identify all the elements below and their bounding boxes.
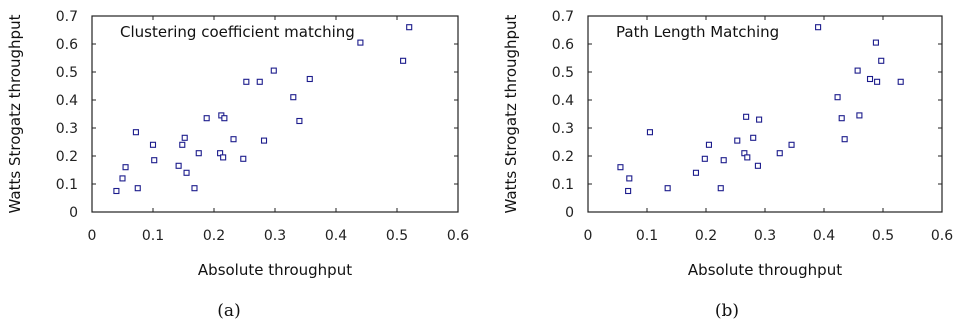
panel-b-y-axis-label: Watts Strogatz throughput: [502, 14, 520, 213]
panel-b-data-point: [692, 169, 700, 176]
panel-b-data-point: [646, 129, 654, 136]
panel-b-data-point: [626, 175, 633, 182]
panel-a-data-point: [132, 129, 139, 136]
panel-b-data-point: [866, 75, 874, 83]
panel-b-x-tick-label: 0.6: [931, 228, 953, 244]
panel-a-y-tick-label: 0.3: [56, 121, 78, 137]
panel-a-x-tick-label: 0.6: [447, 228, 469, 244]
panel-a-data-point: [260, 137, 268, 144]
panel-b-x-tick-label: 0.4: [813, 228, 835, 244]
panel-a-data-point: [179, 141, 186, 148]
panel-b-y-tick-label: 0.3: [552, 121, 574, 137]
panel-b-data-point: [788, 141, 795, 148]
panel-a-plot-frame: [91, 15, 459, 213]
panel-b-data-point: [734, 137, 741, 144]
panel-a-data-point: [290, 94, 297, 101]
panel-b-data-point: [744, 154, 751, 161]
panel-b-data-point: [897, 78, 904, 85]
panel-a-data-point: [122, 164, 129, 171]
panel-a-x-tick-label: 0.1: [142, 228, 164, 244]
panel-a-data-point: [113, 187, 120, 195]
panel-b-y-tick-label: 0: [565, 205, 574, 221]
panel-a-data-point: [221, 115, 228, 122]
panel-a-data-point: [119, 175, 126, 182]
panel-b-caption: (b): [715, 301, 739, 321]
panel-a-y-tick-label: 0.5: [56, 65, 78, 81]
panel-a-x-tick-label: 0: [88, 228, 97, 244]
panel-b-x-tick-label: 0.3: [754, 228, 776, 244]
panel-b-data-point: [874, 78, 881, 85]
panel-a-title: Clustering coefficient matching: [120, 23, 355, 41]
panel-b-data-point: [838, 115, 845, 122]
panel-a-x-tick-label: 0.2: [203, 228, 225, 244]
panel-a-data-point: [181, 134, 188, 141]
panel-a-y-tick-label: 0.4: [56, 93, 78, 109]
panel-b-data-point: [750, 134, 757, 141]
panel-a-data-point: [195, 150, 202, 157]
panel-b-data-point: [705, 141, 713, 148]
panel-a-data-point: [203, 115, 210, 122]
panel-b-data-point: [776, 150, 783, 157]
panel-b-x-tick-label: 0.5: [872, 228, 894, 244]
panel-a-data-point: [183, 169, 190, 176]
panel-a-data-point: [406, 24, 413, 31]
panel-b-x-axis-label: Absolute throughput: [688, 261, 842, 279]
panel-b-data-point: [756, 116, 763, 123]
panel-b-data-point: [664, 185, 671, 192]
panel-a-data-point: [256, 78, 263, 85]
panel-a-data-point: [149, 141, 157, 148]
panel-b-y-tick-label: 0.6: [552, 37, 574, 53]
panel-b-data-point: [854, 67, 861, 74]
panel-b-title: Path Length Matching: [616, 23, 779, 41]
panel-b-data-point: [720, 157, 727, 164]
panel-b-data-point: [625, 187, 632, 195]
panel-b-y-tick-label: 0.1: [552, 177, 574, 193]
panel-a-x-tick-label: 0.3: [264, 228, 286, 244]
panel-a-data-point: [357, 39, 364, 46]
panel-b-data-point: [872, 39, 879, 46]
panel-b-y-tick-label: 0.5: [552, 65, 574, 81]
panel-b-data-point: [815, 24, 822, 31]
panel-a-y-tick-label: 0.6: [56, 37, 78, 53]
panel-b-data-point: [878, 57, 885, 64]
panel-b-data-point: [841, 136, 848, 143]
panel-a-data-point: [270, 67, 277, 74]
panel-b-data-point: [701, 155, 708, 162]
panel-b-data-point: [717, 185, 724, 192]
panel-a-data-point: [240, 155, 247, 162]
panel-a-data-point: [191, 185, 198, 192]
panel-b-data-point: [743, 113, 750, 120]
panel-a-data-point: [151, 157, 158, 164]
panel-b-x-tick-label: 0.1: [636, 228, 658, 244]
panel-b-y-tick-label: 0.2: [552, 149, 574, 165]
panel-a-x-tick-label: 0.4: [325, 228, 347, 244]
panel-a-data-point: [220, 154, 227, 161]
panel-b-data-point: [834, 94, 841, 101]
panel-a-data-point: [306, 75, 313, 83]
panel-a-data-point: [296, 117, 303, 125]
panel-a-y-tick-label: 0.2: [56, 149, 78, 165]
panel-a-data-point: [230, 136, 237, 143]
panel-a-x-axis-label: Absolute throughput: [198, 261, 352, 279]
panel-b-data-point: [856, 112, 863, 119]
panel-a-caption: (a): [217, 301, 240, 321]
panel-a-data-point: [400, 57, 407, 64]
panel-a-data-point: [134, 185, 141, 192]
panel-a-data-point: [175, 162, 182, 169]
panel-b-data-point: [617, 164, 624, 171]
panel-b-data-point: [754, 162, 761, 169]
panel-a-y-tick-label: 0.1: [56, 177, 78, 193]
panel-a-data-point: [243, 78, 250, 85]
panel-a-y-axis-label: Watts Strogatz throughput: [6, 14, 24, 213]
panel-b-x-tick-label: 0: [584, 228, 593, 244]
panel-b-y-tick-label: 0.4: [552, 93, 574, 109]
panel-a-y-tick-label: 0.7: [56, 9, 78, 25]
panel-b-plot-frame: [587, 15, 943, 213]
panel-b-x-tick-label: 0.2: [695, 228, 717, 244]
panel-b-y-tick-label: 0.7: [552, 9, 574, 25]
panel-a-x-tick-label: 0.5: [386, 228, 408, 244]
panel-a-y-tick-label: 0: [69, 205, 78, 221]
